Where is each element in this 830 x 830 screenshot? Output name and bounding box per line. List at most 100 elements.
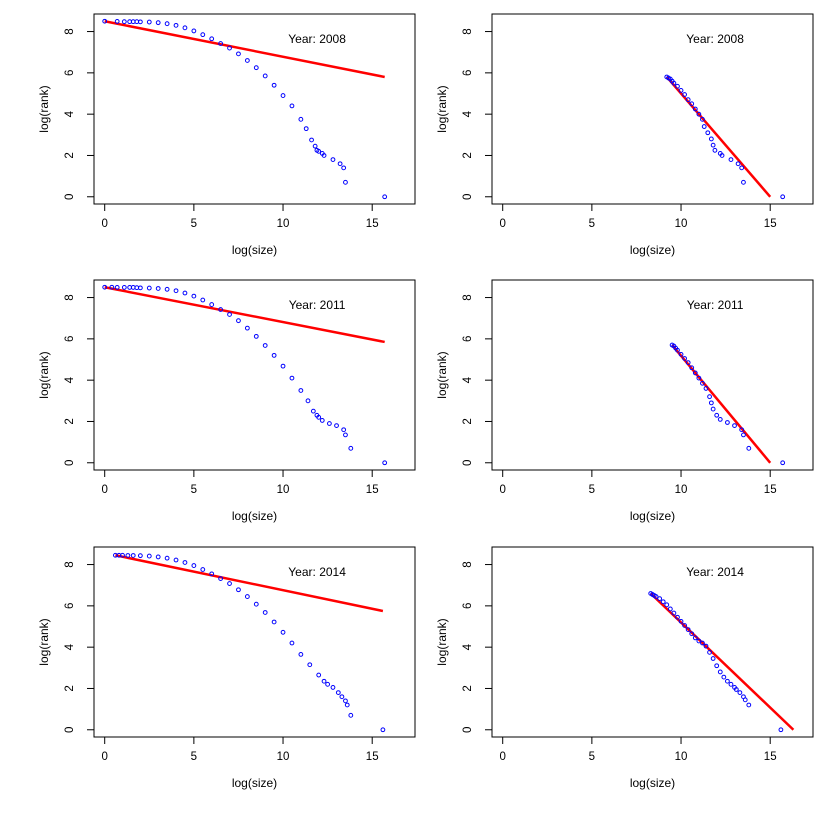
- data-point: [244, 58, 250, 63]
- y-tick-label: 4: [64, 643, 76, 650]
- y-tick-label: 8: [462, 561, 474, 567]
- data-point: [271, 619, 277, 625]
- y-tick-label: 6: [64, 336, 76, 342]
- data-point: [200, 32, 206, 38]
- y-tick-label: 2: [64, 685, 76, 691]
- data-point: [155, 20, 161, 26]
- y-tick-label: 2: [462, 418, 474, 424]
- data-point: [703, 386, 709, 391]
- y-tick-label: 0: [64, 194, 76, 200]
- data-point: [778, 727, 784, 733]
- data-point: [657, 596, 663, 602]
- data-point: [146, 553, 152, 559]
- data-point: [710, 656, 716, 661]
- data-point: [339, 694, 345, 700]
- data-point: [137, 285, 143, 291]
- data-point: [102, 18, 108, 24]
- x-tick-label: 10: [675, 751, 688, 763]
- y-tick-label: 2: [462, 152, 474, 158]
- data-point: [298, 388, 304, 393]
- data-point: [721, 674, 727, 680]
- data-point: [173, 557, 179, 563]
- y-tick-label: 0: [64, 727, 76, 733]
- y-axis: 0 2 4 6 8: [462, 28, 492, 200]
- x-axis: 0 5 10 15: [101, 204, 379, 230]
- data-point: [719, 153, 725, 158]
- data-point: [337, 161, 343, 167]
- y-axis-title: log(rank): [37, 618, 51, 665]
- data-point: [682, 92, 687, 97]
- data-point: [708, 400, 714, 406]
- panel-4: 0 5 10 15 0 2 4 6 8 log(size) log(rank) Year: 2011: [435, 279, 814, 523]
- x-tick-label: 10: [277, 751, 290, 763]
- data-point: [692, 106, 698, 112]
- data-points: [648, 591, 784, 733]
- panel-2: 0 5 10 15 0 2 4 6 8 log(size) log(rank) Year: 2008: [435, 13, 814, 257]
- y-axis: 0 2 4 6 8: [64, 294, 94, 466]
- x-tick-label: 0: [101, 484, 107, 496]
- panel-5: 0 5 10 15 0 2 4 6 8 log(size) log(rank) Year: 2014: [37, 546, 416, 790]
- data-point: [710, 406, 716, 412]
- x-axis-title: log(size): [630, 509, 675, 523]
- data-point: [271, 82, 277, 88]
- y-tick-label: 6: [462, 336, 474, 342]
- x-tick-label: 15: [764, 484, 777, 496]
- data-point: [325, 681, 331, 687]
- data-points: [664, 74, 786, 200]
- data-point: [737, 690, 743, 695]
- data-point: [253, 601, 259, 607]
- data-point: [236, 318, 241, 324]
- data-point: [689, 365, 695, 371]
- data-point: [692, 370, 698, 376]
- data-point: [689, 631, 695, 637]
- data-point: [271, 352, 277, 358]
- plot-frame: [491, 279, 814, 471]
- y-tick-label: 6: [462, 70, 474, 76]
- data-point: [244, 325, 250, 331]
- x-tick-label: 0: [499, 751, 505, 763]
- y-axis-title: log(rank): [435, 618, 449, 665]
- x-axis: 0 5 10 15: [101, 470, 379, 496]
- data-point: [689, 101, 695, 107]
- y-tick-label: 6: [64, 603, 76, 609]
- x-tick-label: 5: [191, 218, 197, 230]
- data-point: [728, 157, 734, 162]
- x-tick-label: 15: [764, 751, 777, 763]
- data-point: [678, 618, 684, 624]
- data-point: [102, 284, 108, 290]
- x-tick-label: 0: [499, 218, 505, 230]
- y-tick-label: 2: [64, 152, 76, 158]
- data-point: [191, 28, 197, 34]
- data-point: [191, 293, 197, 299]
- y-tick-label: 4: [64, 376, 76, 383]
- data-point: [733, 687, 739, 692]
- fit-line: [104, 286, 385, 344]
- data-point: [746, 445, 752, 451]
- x-axis-title: log(size): [630, 776, 675, 790]
- panel-title: Year: 2008: [686, 32, 744, 46]
- x-tick-label: 5: [191, 484, 197, 496]
- data-point: [348, 445, 354, 451]
- data-point: [109, 284, 115, 290]
- data-point: [735, 161, 741, 167]
- data-point: [341, 165, 347, 171]
- data-point: [316, 148, 322, 154]
- data-point: [685, 97, 691, 103]
- data-point: [227, 581, 232, 586]
- x-tick-label: 15: [366, 484, 379, 496]
- data-point: [712, 147, 718, 153]
- plot-frame: [93, 546, 416, 738]
- data-point: [182, 25, 188, 31]
- data-point: [667, 606, 673, 612]
- data-point: [289, 640, 295, 646]
- data-point: [682, 356, 687, 361]
- data-point: [155, 286, 161, 291]
- data-point: [780, 194, 786, 200]
- data-point: [780, 460, 786, 466]
- data-point: [717, 669, 723, 675]
- plot-frame: [93, 13, 416, 205]
- x-tick-label: 15: [764, 218, 777, 230]
- data-point: [209, 36, 215, 42]
- data-point: [173, 288, 179, 294]
- panel-title: Year: 2014: [686, 565, 744, 579]
